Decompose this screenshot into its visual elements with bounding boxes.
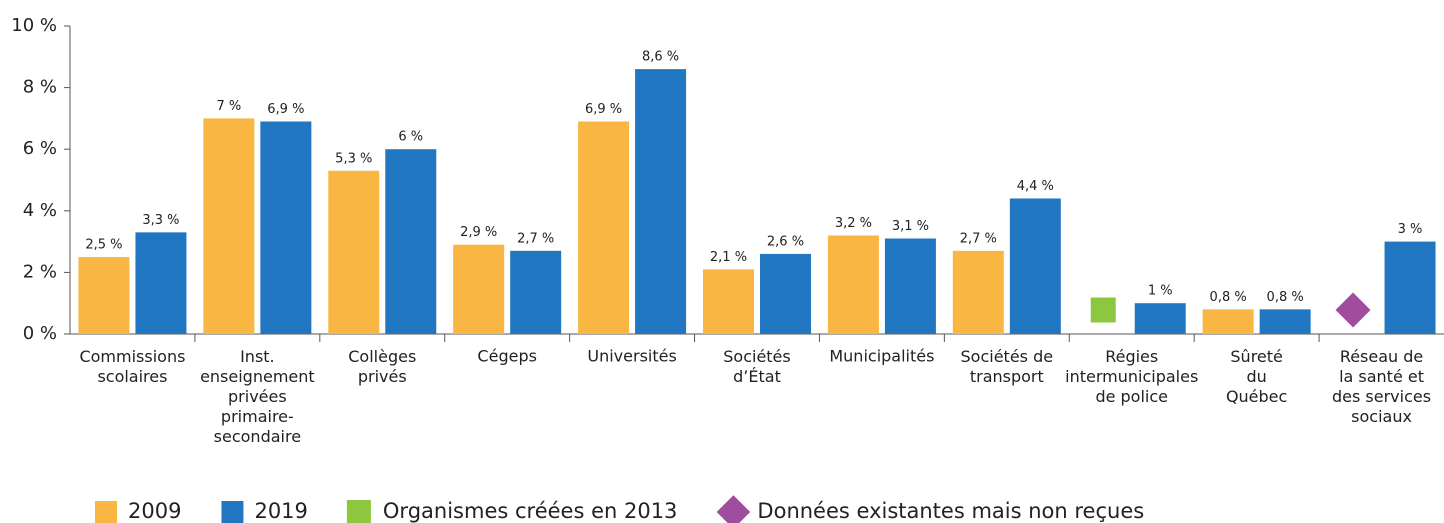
x-tick-label: Sûreté du Québec — [1226, 347, 1287, 406]
marker-square — [1090, 297, 1116, 323]
x-tick-label: Municipalités — [829, 347, 934, 366]
bar — [260, 121, 312, 334]
y-tick-label: 10 % — [11, 15, 57, 36]
legend-swatch — [95, 501, 117, 523]
y-tick-label: 6 % — [23, 138, 57, 159]
y-tick-label: 2 % — [23, 261, 57, 282]
value-label: 1 % — [1148, 284, 1173, 299]
bar — [952, 250, 1004, 334]
bar — [78, 257, 130, 334]
bar — [884, 238, 936, 334]
bar — [760, 253, 811, 334]
bar — [1134, 303, 1186, 334]
value-label: 0,8 % — [1210, 290, 1247, 305]
legend-label: Organismes créées en 2013 — [383, 499, 678, 523]
value-label: 3,1 % — [892, 219, 929, 234]
value-label: 2,6 % — [767, 234, 804, 249]
x-tick-label: Réseau de la santé et des services sociaux — [1332, 347, 1431, 426]
legend-swatch — [221, 501, 244, 523]
bar — [1202, 309, 1254, 334]
bar — [453, 244, 505, 334]
y-tick-label: 8 % — [23, 77, 57, 98]
marker-diamond — [1335, 292, 1371, 328]
value-label: 8,6 % — [642, 50, 679, 65]
x-tick-label: Collèges privés — [348, 347, 416, 386]
bar — [703, 269, 754, 334]
bar — [635, 69, 687, 335]
bar — [203, 118, 255, 335]
value-label: 6,9 % — [267, 102, 304, 117]
legend-label: 2009 — [128, 499, 181, 523]
value-label: 2,9 % — [460, 225, 497, 240]
value-label: 6,9 % — [585, 102, 622, 117]
value-label: 2,7 % — [960, 231, 997, 246]
marker-diamond — [716, 495, 751, 523]
value-label: 0,8 % — [1267, 290, 1304, 305]
value-label: 2,7 % — [517, 231, 554, 246]
value-label: 3,3 % — [142, 213, 179, 228]
bar — [385, 149, 437, 334]
value-label: 6 % — [398, 130, 423, 145]
bar — [1259, 309, 1311, 334]
bar — [135, 232, 187, 334]
bar — [510, 250, 562, 334]
bar — [328, 170, 380, 334]
value-label: 7 % — [216, 99, 241, 114]
x-tick-label: Cégeps — [477, 347, 537, 366]
bar — [1384, 241, 1436, 334]
value-label: 3,2 % — [835, 216, 872, 231]
bar — [578, 121, 630, 334]
x-tick-label: Commissions scolaires — [79, 347, 185, 386]
value-label: 2,1 % — [710, 250, 747, 265]
bar — [827, 235, 879, 334]
bar — [1009, 198, 1061, 334]
value-label: 5,3 % — [335, 151, 372, 166]
value-label: 4,4 % — [1017, 179, 1054, 194]
x-tick-label: Universités — [587, 347, 676, 366]
x-tick-label: Sociétés de transport — [961, 347, 1054, 386]
value-label: 2,5 % — [85, 238, 122, 253]
x-tick-label: Sociétés d’État — [723, 347, 790, 386]
value-label: 3 % — [1398, 222, 1423, 237]
legend-label: 2019 — [254, 499, 307, 523]
x-tick-label: Inst. enseignement privées primaire-seconda… — [200, 347, 315, 446]
marker-square — [346, 500, 371, 523]
y-tick-label: 4 % — [23, 200, 57, 221]
y-tick-label: 0 % — [23, 323, 57, 344]
legend-label: Données existantes mais non reçues — [757, 499, 1144, 523]
x-tick-label: Régies intermunicipales de police — [1065, 347, 1198, 406]
